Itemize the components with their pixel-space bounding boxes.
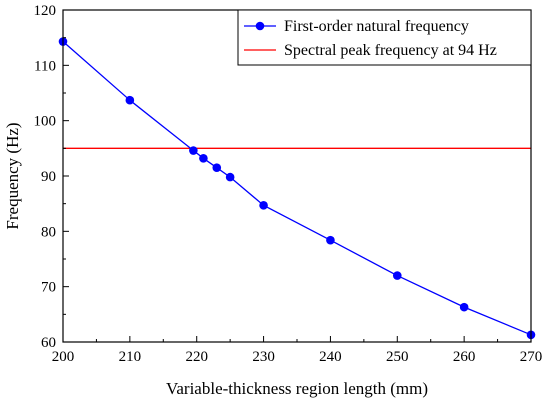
y-tick-label: 80 [41, 224, 56, 240]
data-point [189, 146, 198, 155]
x-tick-label: 200 [52, 349, 75, 365]
y-tick-label: 90 [41, 169, 56, 185]
y-axis-title: Frequency (Hz) [3, 122, 22, 229]
data-point [259, 201, 268, 210]
x-tick-label: 210 [119, 349, 142, 365]
y-tick-label: 100 [34, 114, 57, 130]
x-tick-label: 230 [252, 349, 275, 365]
x-tick-label: 250 [386, 349, 409, 365]
y-tick-label: 60 [41, 335, 56, 351]
y-tick-label: 70 [41, 280, 56, 296]
data-point [459, 302, 469, 312]
data-point [212, 163, 222, 172]
data-point [199, 153, 208, 163]
data-point [225, 172, 235, 182]
y-tick-label: 110 [34, 58, 56, 74]
data-point [392, 271, 402, 280]
x-tick-label: 240 [319, 349, 342, 365]
x-tick-label: 270 [520, 349, 543, 365]
legend-label: Spectral peak frequency at 94 Hz [284, 42, 497, 59]
data-point [125, 95, 135, 105]
y-tick-label: 120 [34, 3, 57, 19]
x-tick-label: 220 [185, 349, 208, 365]
x-tick-label: 260 [453, 349, 476, 365]
legend-box [237, 9, 532, 66]
x-axis-title: Variable-thickness region length (mm) [166, 379, 428, 398]
series-line-0 [62, 41, 532, 336]
plot-layer [58, 37, 536, 340]
legend-label: First-order natural frequency [284, 18, 469, 35]
legend: First-order natural frequency Spectral pe… [237, 9, 532, 66]
legend-swatch-marker [255, 21, 265, 31]
data-point [326, 235, 335, 245]
